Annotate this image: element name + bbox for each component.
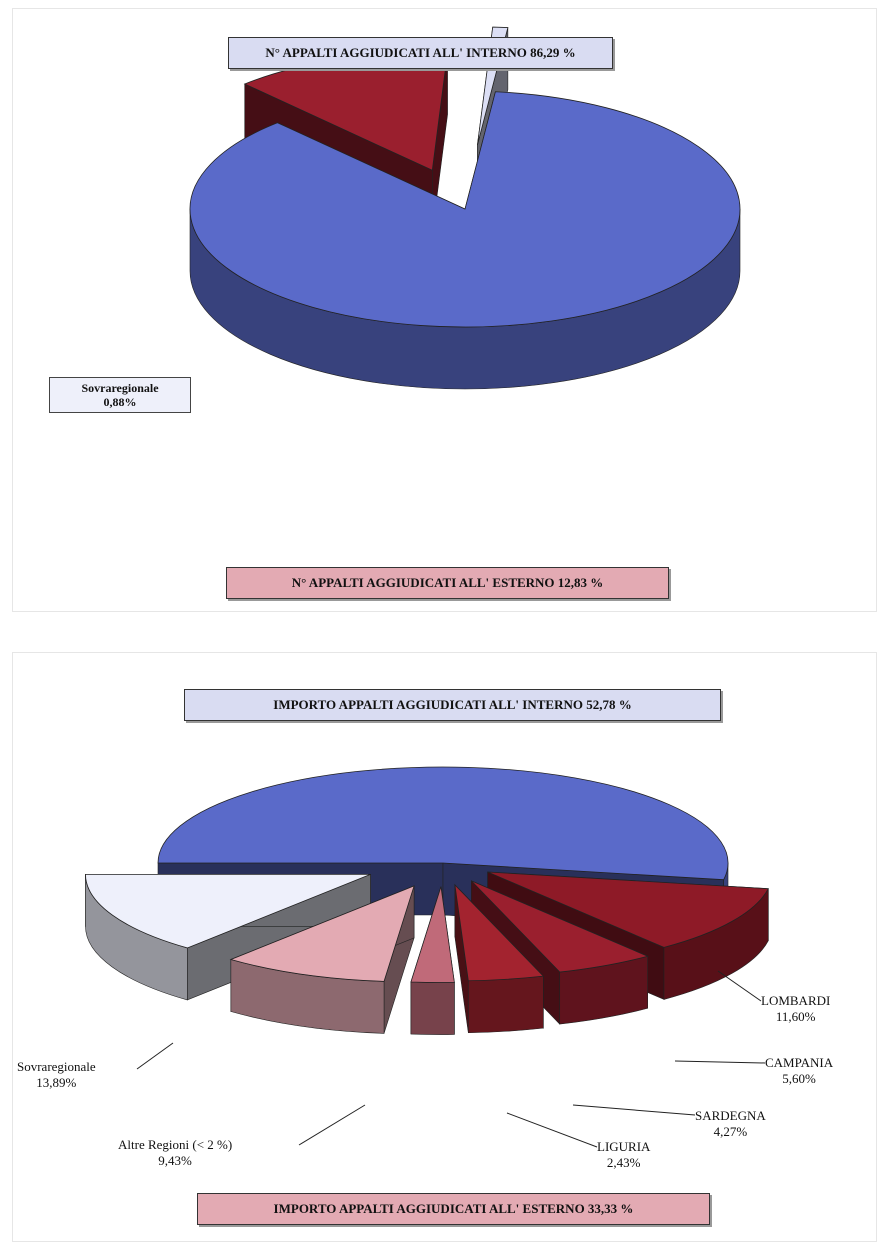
label-lombardia-name: LOMBARDI	[761, 993, 831, 1008]
leader-sardegna	[572, 1104, 696, 1116]
label-altre-regioni-name: Altre Regioni (< 2 %)	[118, 1137, 233, 1152]
leader-liguria	[506, 1112, 598, 1148]
label-sovraregionale-value: 13,89%	[36, 1075, 77, 1090]
pie-tops	[189, 26, 741, 328]
label-campania-value: 5,60%	[782, 1071, 816, 1086]
label-liguria-name: LIGURIA	[597, 1139, 651, 1154]
pie-slice-sovraregionale	[85, 873, 371, 949]
chart-panel-appalti-importo: IMPORTO APPALTI AGGIUDICATI ALL' INTERNO…	[12, 652, 877, 1242]
label-liguria: LIGURIA 2,43%	[597, 1139, 650, 1171]
label-campania: CAMPANIA 5,60%	[765, 1055, 833, 1087]
label-sovraregionale-name: Sovraregionale	[17, 1059, 96, 1074]
leader-lombardia	[717, 970, 762, 1002]
label-sardegna: SARDEGNA 4,27%	[695, 1108, 766, 1140]
label-sardegna-name: SARDEGNA	[695, 1108, 766, 1123]
label-sardegna-value: 4,27%	[713, 1124, 748, 1139]
leader-campania	[674, 1060, 766, 1064]
label-lombardia-value: 11,60%	[775, 1009, 816, 1024]
pie-slice-sardegna-rim-0	[468, 975, 544, 1034]
pie-slice-sardegna	[454, 883, 545, 982]
label-sovraregionale: Sovraregionale 13,89%	[17, 1059, 96, 1091]
pie-slice-campania	[471, 880, 649, 973]
label-campania-name: CAMPANIA	[765, 1055, 834, 1070]
footer-label-importo-esterno: IMPORTO APPALTI AGGIUDICATI ALL' ESTERNO…	[197, 1193, 710, 1225]
header-label-interno: N° APPALTI AGGIUDICATI ALL' INTERNO 86,2…	[228, 37, 613, 69]
pie-slice-liguria-rim-0	[410, 981, 455, 1035]
pie-chart-count	[189, 26, 741, 390]
leader-altre-regioni	[298, 1104, 366, 1146]
pie-tops	[85, 766, 769, 983]
pie-slice-n-appalti-aggiudicati-all-interno	[189, 91, 741, 328]
pie-slice-lombardia	[487, 871, 769, 948]
callout-sovraregionale-name: Sovraregionale	[81, 381, 159, 395]
header-label-importo-interno: IMPORTO APPALTI AGGIUDICATI ALL' INTERNO…	[184, 689, 721, 721]
pie-slice-altre-regioni-2	[229, 885, 415, 982]
pie-slice-importo-appalti-aggiudicati-all-interno	[157, 766, 729, 881]
label-altre-regioni-value: 9,43%	[158, 1153, 192, 1168]
callout-sovraregionale-value: 0,88%	[103, 395, 137, 409]
label-liguria-value: 2,43%	[606, 1155, 641, 1170]
label-lombardia: LOMBARDI 11,60%	[761, 993, 830, 1025]
callout-sovraregionale: Sovraregionale 0,88%	[49, 377, 191, 413]
leader-sovraregionale	[136, 1042, 174, 1070]
pie-chart-importo	[85, 766, 769, 1148]
chart-panel-appalti-count: N° APPALTI AGGIUDICATI ALL' INTERNO 86,2…	[12, 8, 877, 612]
footer-label-esterno: N° APPALTI AGGIUDICATI ALL' ESTERNO 12,8…	[226, 567, 669, 599]
label-altre-regioni: Altre Regioni (< 2 %) 9,43%	[118, 1137, 232, 1169]
pie-slice-liguria	[410, 886, 455, 983]
